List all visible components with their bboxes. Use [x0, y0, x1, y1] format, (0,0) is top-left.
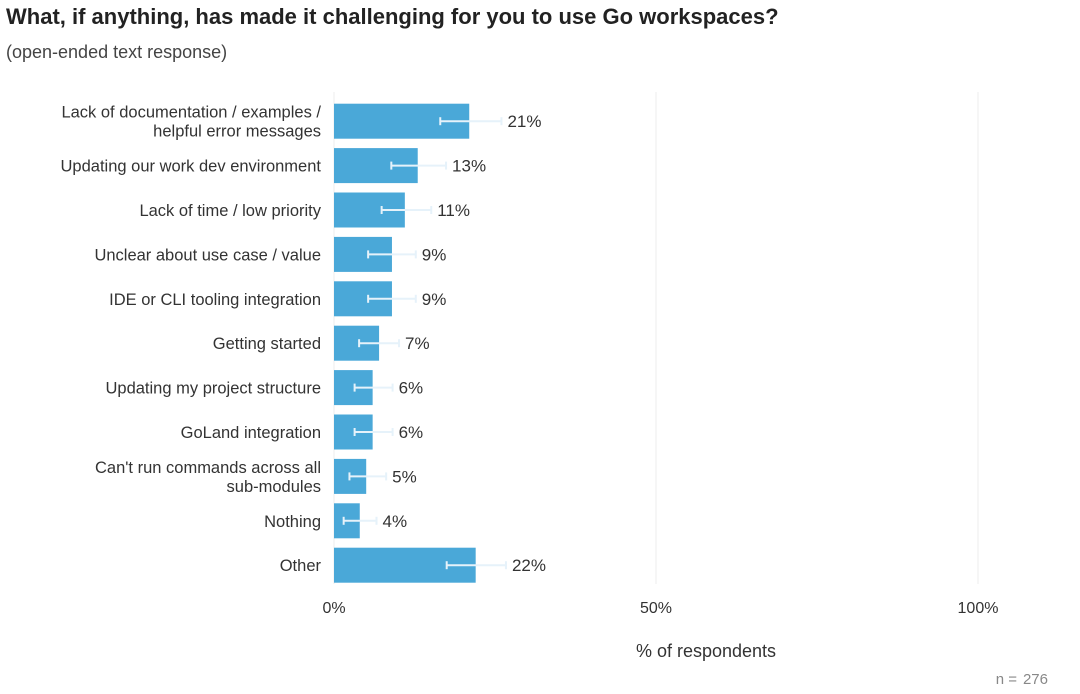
- category-label: Lack of time / low priority: [139, 202, 321, 220]
- category-label: sub-modules: [227, 478, 321, 496]
- category-label: GoLand integration: [181, 424, 321, 442]
- category-label: helpful error messages: [153, 123, 321, 141]
- x-tick-label: 0%: [322, 600, 345, 617]
- category-label: Unclear about use case / value: [94, 246, 321, 264]
- category-label: Other: [280, 557, 322, 575]
- x-axis-title: % of respondents: [636, 641, 776, 661]
- chart-subtitle: (open-ended text response): [6, 42, 228, 62]
- data-label: 21%: [507, 112, 541, 131]
- data-label: 11%: [437, 201, 470, 220]
- data-label: 13%: [452, 157, 486, 176]
- sample-size-note: n = 276: [996, 671, 1048, 688]
- data-label: 5%: [392, 467, 417, 486]
- category-label: Lack of documentation / examples /: [61, 104, 321, 122]
- x-tick-label: 100%: [958, 600, 999, 617]
- sample-size-value: 276: [1022, 671, 1048, 688]
- data-label: 6%: [399, 423, 424, 442]
- data-label: 9%: [422, 245, 447, 264]
- category-label: Nothing: [264, 513, 321, 531]
- category-label: Updating our work dev environment: [61, 158, 322, 176]
- data-label: 6%: [399, 379, 424, 398]
- x-tick-label: 50%: [640, 600, 672, 617]
- category-label: IDE or CLI tooling integration: [109, 291, 321, 309]
- category-label: Getting started: [213, 335, 321, 353]
- category-label: Can't run commands across all: [95, 459, 321, 477]
- data-label: 22%: [512, 556, 546, 575]
- sample-size-label: n =: [995, 671, 1017, 688]
- chart-title: What, if anything, has made it challengi…: [6, 4, 779, 29]
- data-label: 7%: [405, 334, 430, 353]
- data-label: 9%: [422, 290, 447, 309]
- category-label: Updating my project structure: [105, 380, 321, 398]
- data-label: 4%: [383, 512, 408, 531]
